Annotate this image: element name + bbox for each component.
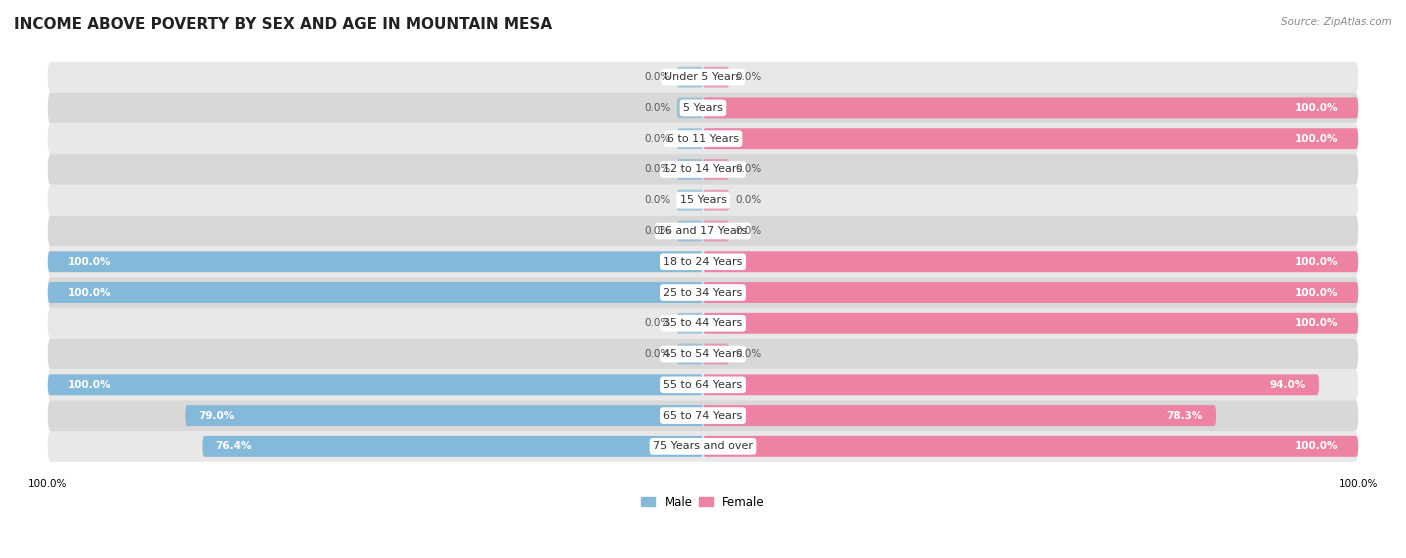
Text: Source: ZipAtlas.com: Source: ZipAtlas.com — [1281, 17, 1392, 27]
Text: 5 Years: 5 Years — [683, 103, 723, 113]
Text: 0.0%: 0.0% — [644, 134, 671, 143]
Text: 0.0%: 0.0% — [735, 165, 762, 175]
Text: 100.0%: 100.0% — [1295, 134, 1339, 143]
FancyBboxPatch shape — [48, 339, 1358, 369]
Text: 35 to 44 Years: 35 to 44 Years — [664, 318, 742, 328]
Text: 75 Years and over: 75 Years and over — [652, 441, 754, 451]
Text: 0.0%: 0.0% — [644, 165, 671, 175]
Text: 0.0%: 0.0% — [644, 103, 671, 113]
Text: 0.0%: 0.0% — [644, 318, 671, 328]
FancyBboxPatch shape — [48, 123, 1358, 154]
Text: 100.0%: 100.0% — [1295, 287, 1339, 297]
FancyBboxPatch shape — [703, 344, 730, 364]
FancyBboxPatch shape — [703, 313, 1358, 334]
FancyBboxPatch shape — [703, 66, 730, 88]
Text: 94.0%: 94.0% — [1270, 380, 1306, 390]
FancyBboxPatch shape — [48, 277, 1358, 308]
FancyBboxPatch shape — [676, 313, 703, 334]
Text: 25 to 34 Years: 25 to 34 Years — [664, 287, 742, 297]
Text: 16 and 17 Years: 16 and 17 Years — [658, 226, 748, 236]
Text: 76.4%: 76.4% — [215, 441, 252, 451]
Text: 0.0%: 0.0% — [735, 72, 762, 82]
FancyBboxPatch shape — [703, 220, 730, 242]
FancyBboxPatch shape — [703, 128, 1358, 149]
Legend: Male, Female: Male, Female — [637, 491, 769, 513]
Text: 45 to 54 Years: 45 to 54 Years — [664, 349, 742, 359]
FancyBboxPatch shape — [703, 159, 730, 180]
FancyBboxPatch shape — [703, 374, 1319, 395]
FancyBboxPatch shape — [48, 154, 1358, 185]
Text: 100.0%: 100.0% — [67, 257, 111, 267]
Text: 0.0%: 0.0% — [644, 349, 671, 359]
FancyBboxPatch shape — [703, 282, 1358, 303]
Text: 0.0%: 0.0% — [735, 195, 762, 205]
FancyBboxPatch shape — [48, 185, 1358, 215]
Text: Under 5 Years: Under 5 Years — [665, 72, 741, 82]
FancyBboxPatch shape — [186, 405, 703, 426]
FancyBboxPatch shape — [48, 247, 1358, 277]
Text: 15 Years: 15 Years — [679, 195, 727, 205]
FancyBboxPatch shape — [48, 251, 703, 272]
FancyBboxPatch shape — [48, 374, 703, 395]
FancyBboxPatch shape — [676, 220, 703, 242]
FancyBboxPatch shape — [48, 431, 1358, 462]
Text: 100.0%: 100.0% — [1295, 441, 1339, 451]
Text: 18 to 24 Years: 18 to 24 Years — [664, 257, 742, 267]
FancyBboxPatch shape — [202, 436, 703, 457]
FancyBboxPatch shape — [676, 128, 703, 149]
Text: 65 to 74 Years: 65 to 74 Years — [664, 411, 742, 421]
Text: 55 to 64 Years: 55 to 64 Years — [664, 380, 742, 390]
FancyBboxPatch shape — [676, 344, 703, 364]
FancyBboxPatch shape — [48, 62, 1358, 93]
FancyBboxPatch shape — [676, 159, 703, 180]
FancyBboxPatch shape — [703, 405, 1216, 426]
FancyBboxPatch shape — [703, 190, 730, 211]
Text: 0.0%: 0.0% — [644, 226, 671, 236]
Text: 100.0%: 100.0% — [67, 380, 111, 390]
FancyBboxPatch shape — [48, 308, 1358, 339]
FancyBboxPatch shape — [676, 190, 703, 211]
FancyBboxPatch shape — [48, 215, 1358, 247]
FancyBboxPatch shape — [676, 66, 703, 88]
Text: 100.0%: 100.0% — [1295, 257, 1339, 267]
FancyBboxPatch shape — [48, 282, 703, 303]
Text: 0.0%: 0.0% — [644, 195, 671, 205]
FancyBboxPatch shape — [703, 251, 1358, 272]
FancyBboxPatch shape — [676, 98, 703, 118]
Text: 78.3%: 78.3% — [1167, 411, 1204, 421]
Text: 100.0%: 100.0% — [67, 287, 111, 297]
Text: 0.0%: 0.0% — [735, 226, 762, 236]
FancyBboxPatch shape — [48, 400, 1358, 431]
Text: 0.0%: 0.0% — [735, 349, 762, 359]
Text: 12 to 14 Years: 12 to 14 Years — [664, 165, 742, 175]
Text: 100.0%: 100.0% — [1295, 318, 1339, 328]
Text: 6 to 11 Years: 6 to 11 Years — [666, 134, 740, 143]
FancyBboxPatch shape — [703, 98, 1358, 118]
Text: INCOME ABOVE POVERTY BY SEX AND AGE IN MOUNTAIN MESA: INCOME ABOVE POVERTY BY SEX AND AGE IN M… — [14, 17, 553, 32]
Text: 0.0%: 0.0% — [644, 72, 671, 82]
Text: 100.0%: 100.0% — [1295, 103, 1339, 113]
FancyBboxPatch shape — [48, 93, 1358, 123]
Text: 79.0%: 79.0% — [198, 411, 235, 421]
FancyBboxPatch shape — [703, 436, 1358, 457]
FancyBboxPatch shape — [48, 369, 1358, 400]
